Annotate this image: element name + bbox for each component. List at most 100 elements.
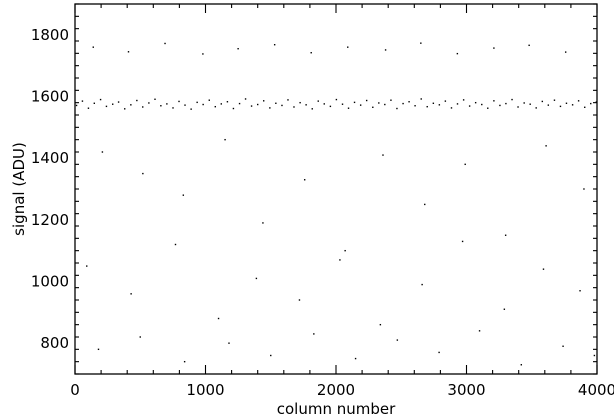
data-point bbox=[298, 299, 301, 301]
data-point bbox=[214, 105, 216, 108]
data-point bbox=[139, 336, 141, 338]
data-point bbox=[450, 107, 453, 109]
data-point bbox=[396, 339, 399, 341]
data-point bbox=[87, 107, 90, 109]
data-point bbox=[311, 108, 313, 110]
data-point bbox=[250, 105, 253, 107]
data-point bbox=[257, 103, 259, 106]
data-point bbox=[511, 98, 513, 101]
data-point bbox=[421, 283, 423, 286]
data-point bbox=[92, 46, 94, 48]
data-point bbox=[396, 107, 398, 110]
data-point bbox=[142, 106, 144, 108]
data-point bbox=[208, 99, 210, 101]
y-tick-label: 1400 bbox=[31, 149, 69, 167]
data-point bbox=[384, 49, 387, 51]
data-point bbox=[305, 104, 307, 106]
data-point bbox=[432, 102, 435, 104]
data-point bbox=[130, 104, 132, 106]
data-point bbox=[499, 104, 501, 107]
data-point bbox=[130, 293, 132, 295]
data-point bbox=[93, 102, 96, 104]
data-point bbox=[461, 240, 464, 243]
data-point bbox=[545, 145, 547, 147]
y-tick-label: 1200 bbox=[31, 211, 69, 229]
data-point bbox=[577, 100, 580, 102]
data-point bbox=[438, 104, 441, 106]
data-point bbox=[535, 107, 537, 109]
y-tick-label: 1600 bbox=[31, 88, 69, 106]
data-point bbox=[220, 103, 222, 105]
data-point bbox=[564, 51, 567, 53]
data-point bbox=[124, 108, 126, 110]
data-point bbox=[75, 104, 78, 107]
data-point bbox=[542, 268, 545, 270]
data-point bbox=[237, 48, 239, 50]
data-point bbox=[255, 277, 258, 280]
data-point bbox=[154, 98, 156, 100]
data-point bbox=[86, 265, 88, 267]
x-axis-title: column number bbox=[277, 400, 396, 418]
data-point bbox=[487, 107, 489, 109]
data-point bbox=[217, 317, 220, 320]
data-point bbox=[520, 364, 523, 366]
data-point bbox=[101, 151, 104, 153]
data-point bbox=[353, 101, 356, 104]
data-point bbox=[269, 107, 271, 109]
data-point bbox=[148, 102, 150, 104]
data-point bbox=[347, 46, 349, 48]
y-axis-title: signal (ADU) bbox=[10, 142, 28, 236]
data-point bbox=[547, 104, 550, 106]
data-point bbox=[178, 100, 180, 103]
data-point bbox=[202, 53, 204, 55]
plot-frame bbox=[74, 3, 598, 375]
data-point bbox=[379, 323, 382, 326]
data-point bbox=[517, 106, 519, 108]
data-point bbox=[462, 99, 465, 101]
data-points-layer bbox=[75, 42, 598, 366]
data-point bbox=[323, 103, 325, 105]
x-tick-label: 3000 bbox=[447, 381, 485, 399]
data-point bbox=[329, 105, 332, 108]
data-point bbox=[414, 105, 416, 107]
data-point bbox=[504, 234, 507, 236]
axis-ticks-layer bbox=[74, 3, 598, 375]
data-point bbox=[583, 188, 585, 190]
data-point bbox=[420, 42, 422, 44]
data-point bbox=[244, 98, 247, 100]
data-point bbox=[505, 102, 507, 105]
data-point bbox=[166, 103, 168, 105]
data-point bbox=[426, 105, 428, 108]
data-point bbox=[313, 333, 315, 335]
data-point bbox=[105, 105, 108, 108]
data-point bbox=[226, 101, 229, 103]
data-point bbox=[559, 105, 562, 108]
y-tick-label: 800 bbox=[40, 334, 69, 352]
data-point bbox=[359, 104, 362, 106]
data-point bbox=[196, 101, 198, 104]
data-point bbox=[112, 103, 114, 105]
y-tick-label: 1800 bbox=[31, 26, 69, 44]
data-point bbox=[160, 105, 162, 107]
data-point bbox=[424, 203, 426, 206]
data-point bbox=[523, 102, 525, 104]
data-point bbox=[99, 98, 102, 101]
data-point bbox=[335, 98, 338, 101]
data-point bbox=[127, 51, 130, 53]
data-point bbox=[354, 357, 357, 360]
data-point bbox=[344, 249, 346, 252]
data-point bbox=[541, 100, 544, 103]
x-tick-label: 4000 bbox=[578, 381, 614, 399]
data-point bbox=[228, 342, 230, 344]
data-point bbox=[553, 99, 556, 101]
x-tick-label: 0 bbox=[70, 381, 80, 399]
data-point bbox=[529, 103, 531, 105]
x-tick-label: 1000 bbox=[186, 381, 224, 399]
data-point bbox=[262, 222, 264, 224]
data-point bbox=[232, 107, 235, 110]
data-point bbox=[584, 106, 586, 108]
data-point bbox=[562, 345, 564, 347]
data-point bbox=[341, 103, 344, 105]
